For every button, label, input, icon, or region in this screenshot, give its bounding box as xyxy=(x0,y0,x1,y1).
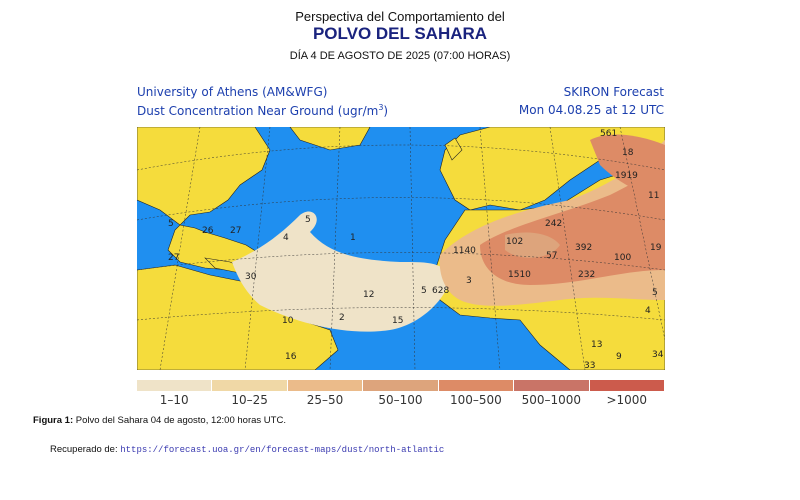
contour-label: 26 xyxy=(202,226,214,236)
legend-label: 100–500 xyxy=(449,393,502,407)
legend-swatch xyxy=(137,380,212,391)
contour-label: 34 xyxy=(652,350,664,360)
contour-label: 19 xyxy=(650,243,662,253)
contour-label: 102 xyxy=(506,237,523,247)
graticule xyxy=(137,127,665,370)
contour-label: 11 xyxy=(648,191,659,201)
legend-item: 500–1000 xyxy=(514,380,589,407)
legend-label: 50–100 xyxy=(378,393,423,407)
legend-label: 1–10 xyxy=(159,393,189,407)
legend-swatch xyxy=(287,380,363,391)
contour-label: 392 xyxy=(575,243,592,253)
contour-label: 33 xyxy=(584,361,595,370)
contour-label: 5 xyxy=(652,288,658,298)
contour-label: 561 xyxy=(600,129,617,139)
header-date: DÍA 4 DE AGOSTO DE 2025 (07:00 HORAS) xyxy=(289,50,511,62)
legend-item: 50–100 xyxy=(363,380,438,407)
contour-label: 18 xyxy=(622,148,634,158)
legend-item: 25–50 xyxy=(287,380,363,407)
legend-item: >1000 xyxy=(589,380,664,407)
caption-text: Polvo del Sahara 04 de agosto, 12:00 hor… xyxy=(73,415,286,426)
contour-label: 1510 xyxy=(508,270,531,280)
contour-label: 232 xyxy=(578,270,595,280)
legend-label: 500–1000 xyxy=(521,393,582,407)
retrieved-label: Recuperado de: xyxy=(50,444,121,455)
contour-label: 4 xyxy=(283,233,289,243)
retrieved-from: Recuperado de: https://forecast.uoa.gr/e… xyxy=(50,444,444,455)
contour-label: 3 xyxy=(466,276,472,286)
contour-label: 15 xyxy=(392,316,403,326)
legend-item: 100–500 xyxy=(438,380,514,407)
contour-label: 1919 xyxy=(615,171,638,181)
caption-label: Figura 1: xyxy=(33,415,74,426)
contour-label: 1 xyxy=(350,233,356,243)
legend-swatch xyxy=(438,380,514,391)
header-subtitle: Perspectiva del Comportamiento del xyxy=(295,9,505,24)
map-valid-time: Mon 04.08.25 at 12 UTC xyxy=(518,103,664,117)
contour-label: 27 xyxy=(168,253,179,263)
page-title: POLVO DEL SAHARA xyxy=(312,24,488,43)
source-link[interactable]: https://forecast.uoa.gr/en/forecast-maps… xyxy=(120,445,445,455)
contour-label: 10 xyxy=(282,316,294,326)
contour-label: 16 xyxy=(285,352,297,362)
contour-label: 100 xyxy=(614,253,631,263)
contour-label: 1140 xyxy=(453,246,476,256)
legend-swatch xyxy=(589,380,664,391)
legend-swatch xyxy=(514,380,589,391)
legend-swatch xyxy=(363,380,438,391)
map-variable: Dust Concentration Near Ground (ugr/m3) xyxy=(137,103,388,118)
greenland xyxy=(289,127,371,151)
contour-label: 9 xyxy=(616,352,622,362)
contour-label: 5 xyxy=(168,219,174,229)
contour-label: 30 xyxy=(245,272,257,282)
variable-text: Dust Concentration Near Ground (ugr/m xyxy=(137,104,379,118)
contour-label: 57 xyxy=(546,251,557,261)
dust-plume xyxy=(232,134,665,332)
contour-label: 2 xyxy=(339,313,345,323)
contour-label: 27 xyxy=(230,226,241,236)
contour-label: 242 xyxy=(545,219,562,229)
contour-label: 5 xyxy=(305,215,311,225)
legend: 1–10 10–25 25–50 50–100 100–500 500–1000 >1000 xyxy=(137,380,665,407)
legend-label: 25–50 xyxy=(306,393,344,407)
legend-label: 10–25 xyxy=(231,393,268,407)
unit-sup: 3 xyxy=(378,103,384,112)
figure-caption: Figura 1: Polvo del Sahara 04 de agosto,… xyxy=(33,415,286,426)
legend-swatch xyxy=(212,380,287,391)
legend-item: 10–25 xyxy=(212,380,287,407)
map-source: University of Athens (AM&WFG) xyxy=(137,85,328,99)
contour-label: 12 xyxy=(363,290,374,300)
legend-label: >1000 xyxy=(606,393,648,407)
map-model: SKIRON Forecast xyxy=(563,85,664,99)
contour-label: 13 xyxy=(591,340,602,350)
legend-item: 1–10 xyxy=(137,380,212,407)
contour-label: 628 xyxy=(432,286,449,296)
north-america xyxy=(137,127,271,271)
contour-label: 4 xyxy=(645,306,651,316)
uk xyxy=(444,137,463,161)
contour-label: 5 xyxy=(421,286,427,296)
unit-close: ) xyxy=(383,104,389,118)
